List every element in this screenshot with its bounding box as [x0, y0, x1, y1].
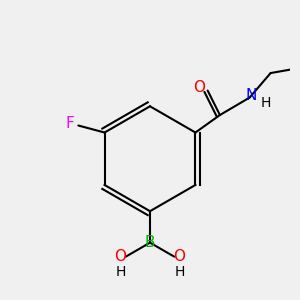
Text: O: O [193, 80, 205, 94]
Text: B: B [145, 235, 155, 250]
Text: O: O [115, 249, 127, 264]
Text: F: F [65, 116, 74, 131]
Text: O: O [173, 249, 185, 264]
Text: H: H [174, 266, 185, 279]
Text: H: H [115, 266, 126, 279]
Text: N: N [246, 88, 257, 103]
Text: H: H [260, 96, 271, 110]
